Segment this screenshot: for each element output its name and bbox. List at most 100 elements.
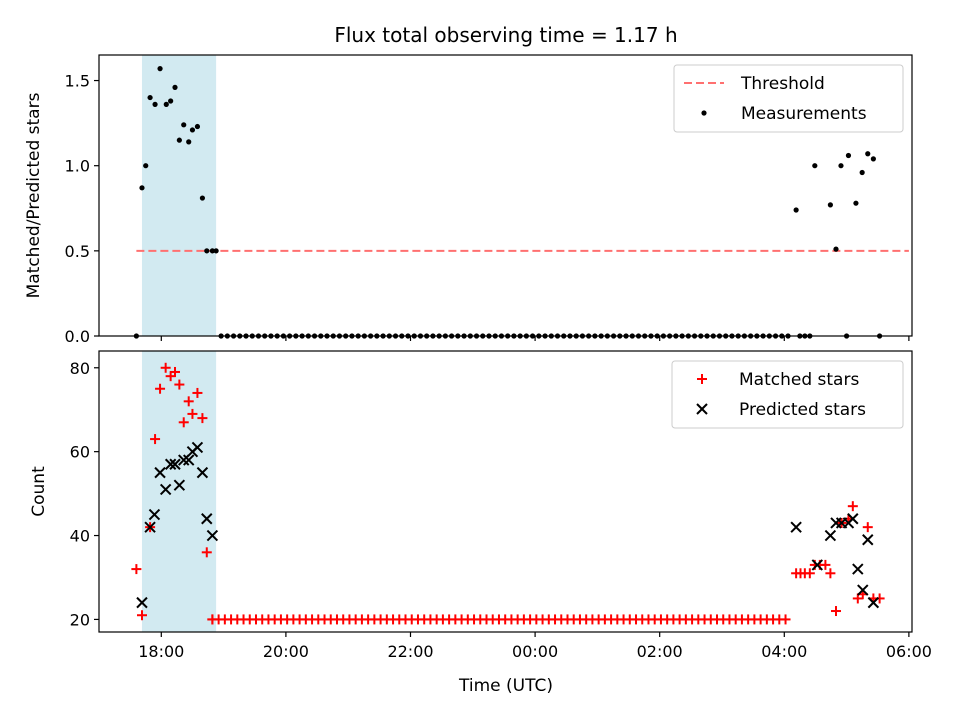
count-point [207, 614, 218, 625]
xtick-label: 02:00 [637, 642, 683, 661]
ratio-legend-box [673, 64, 904, 133]
ratio-point [157, 66, 163, 72]
count-point [170, 366, 181, 377]
count-panel: 20 40 60 80 18:00 20:00 22:00 00:00 02:00 04:00 06… [29, 350, 932, 661]
ratio-point [838, 163, 844, 169]
count-axes-frame [98, 350, 913, 633]
count-point [201, 547, 212, 558]
ratio-point [865, 151, 871, 157]
ratio-point [143, 163, 149, 169]
count-shaded-span [141, 351, 217, 632]
count-point [159, 483, 172, 496]
x-axis-label: Time (UTC) [458, 676, 553, 696]
count-point [201, 513, 213, 525]
ratio-legend-label: Measurements [741, 104, 867, 124]
count-legend-label: Matched stars [739, 370, 859, 390]
ratio-series-0 [133, 66, 876, 339]
count-legend-swatch [696, 403, 708, 415]
count-point [825, 568, 836, 579]
count-point [169, 458, 181, 470]
ratio-point [853, 200, 859, 206]
ratio-point [163, 101, 169, 107]
count-point [874, 593, 885, 604]
ratio-point [859, 169, 865, 176]
ratio-point [168, 98, 174, 104]
count-point [164, 458, 177, 470]
ratio-ytick-label: 1.5 [65, 72, 90, 91]
count-point [148, 508, 161, 521]
count-point [830, 606, 841, 617]
count-point [150, 434, 161, 445]
count-point [862, 534, 874, 546]
xtick-label: 20:00 [263, 642, 309, 661]
count-point [867, 596, 880, 609]
ratio-point [833, 246, 839, 252]
ratio-point [181, 122, 187, 128]
count-point [820, 559, 831, 570]
xtick-label: 18:00 [138, 642, 184, 661]
count-point [811, 559, 824, 571]
count-point [154, 466, 166, 479]
ratio-point [139, 185, 145, 191]
count-point [183, 396, 194, 407]
ratio-point [209, 248, 215, 254]
count-point [196, 466, 209, 479]
count-point [183, 454, 195, 466]
count-ytick-label: 20 [70, 610, 90, 629]
count-legend-swatch [697, 374, 707, 384]
ratio-legend-label: Threshold [740, 74, 825, 94]
ratio-point [172, 84, 178, 90]
xtick-label: 00:00 [512, 642, 558, 661]
count-ytick-label: 80 [70, 359, 90, 378]
count-point [160, 362, 171, 373]
ratio-point [176, 137, 182, 143]
count-point [178, 417, 189, 428]
count-point [155, 383, 166, 394]
ratio-point [199, 195, 206, 201]
count-point [804, 568, 815, 579]
count-y-axis-label: Count [29, 466, 49, 517]
count-point [144, 521, 156, 533]
ratio-legend: Threshold Measurements [673, 64, 904, 133]
ratio-shaded-span [141, 55, 217, 336]
count-point [136, 596, 148, 609]
ratio-point [213, 248, 219, 254]
count-series-1 [136, 441, 880, 609]
ratio-point [812, 163, 818, 169]
count-point [173, 479, 186, 491]
ratio-legend-swatch [701, 110, 707, 116]
ratio-point [147, 94, 153, 101]
ratio-point [194, 123, 201, 130]
xtick-label: 06:00 [886, 642, 932, 661]
count-legend-label: Predicted stars [739, 400, 866, 420]
count-point [197, 413, 208, 424]
count-point [790, 521, 802, 533]
ratio-point [152, 101, 158, 107]
count-point [174, 379, 185, 390]
ratio-ytick-label: 1.0 [65, 157, 90, 176]
count-point [780, 614, 791, 625]
count-legend: Matched stars Predicted stars [671, 360, 904, 429]
count-point [862, 522, 873, 533]
ratio-point [845, 152, 852, 159]
count-point [191, 441, 204, 454]
count-point [192, 387, 203, 398]
ratio-y-axis-label: Matched/Predicted stars [24, 92, 44, 298]
ratio-point [189, 127, 196, 133]
ratio-axes-frame [98, 54, 913, 337]
ratio-point [793, 207, 799, 213]
xtick-label: 22:00 [387, 642, 433, 661]
chart-title: Flux total observing time = 1.17 h [334, 23, 677, 47]
ratio-point [186, 139, 192, 145]
ratio-ytick-label: 0.0 [65, 327, 90, 346]
count-point [178, 454, 190, 466]
count-point [852, 563, 864, 575]
count-point [857, 584, 869, 596]
xtick-label: 04:00 [761, 642, 807, 661]
count-point [131, 564, 142, 575]
count-ytick-label: 40 [70, 527, 90, 546]
count-point [847, 513, 859, 525]
ratio-ytick-label: 0.5 [65, 242, 90, 261]
ratio-point [204, 248, 210, 254]
